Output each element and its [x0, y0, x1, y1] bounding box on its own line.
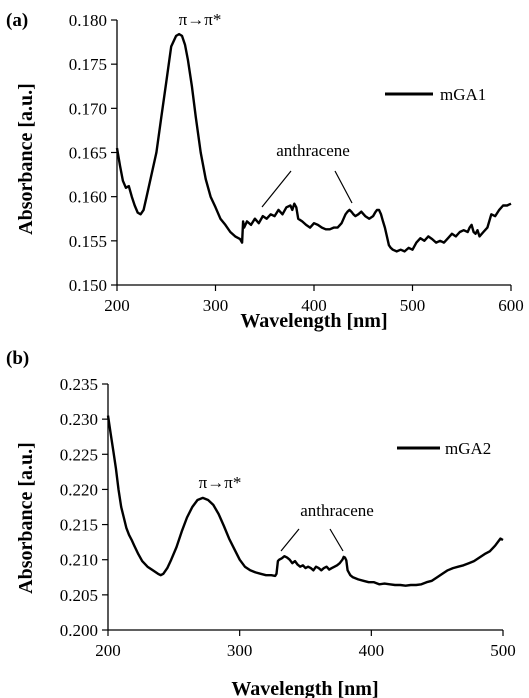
panel-b-y-axis-title: Absorbance [a.u.] [15, 442, 37, 594]
panel-b-peak-annotation: π→π* [199, 473, 242, 492]
panel-a-y-axis-title: Absorbance [a.u.] [15, 83, 37, 235]
panel-a-y-tick-label: 0.170 [69, 99, 107, 118]
panel-a-x-axis: 200 300 400 500 600 [104, 284, 524, 315]
panel-a-y-axis: 0.150 0.155 0.160 0.165 0.170 0.175 0.180 [69, 11, 118, 295]
panel-a-label: (a) [6, 10, 28, 31]
panel-a-x-tick-label: 600 [498, 296, 524, 315]
panel-a-anthracene-arrow-1 [261, 170, 292, 208]
panel-b-y-tick-label: 0.225 [60, 445, 98, 464]
panel-b-y-tick-label: 0.220 [60, 480, 98, 499]
panel-a-y-tick-label: 0.155 [69, 232, 107, 251]
panel-a-y-tick-label: 0.180 [69, 11, 107, 30]
panel-b-y-tick-label: 0.210 [60, 551, 98, 570]
panel-b-y-tick-label: 0.235 [60, 375, 98, 394]
panel-a: (a) 0.1500.1550.1600.1650.1700.1750.180 … [6, 10, 524, 332]
panel-b-y-tick-label: 0.230 [60, 410, 98, 429]
panel-b-x-axis-title: Wavelength [nm] [231, 678, 378, 698]
panel-b-anthracene-annotation: anthracene [300, 501, 374, 520]
panel-b-x-axis: 200 300 400 500 [95, 629, 516, 660]
panel-b-anthracene-arrow-1 [280, 528, 300, 552]
panel-a-y-tick-label: 0.165 [69, 144, 107, 163]
panel-a-series-line [115, 32, 512, 253]
panel-b-x-tick-label: 200 [95, 641, 121, 660]
panel-a-peak-annotation: π→π* [179, 10, 222, 29]
panel-a-anthracene-arrow-2 [334, 170, 353, 204]
panel-b-series-line [106, 415, 504, 587]
panel-b-x-tick-label: 300 [227, 641, 253, 660]
panel-b-x-tick-label: 400 [359, 641, 385, 660]
panel-b-legend-label: mGA2 [445, 439, 491, 458]
panel-a-x-tick-label: 400 [301, 296, 327, 315]
panel-a-x-axis-title: Wavelength [nm] [240, 310, 387, 332]
panel-a-y-tick-label: 0.150 [69, 276, 107, 295]
panel-a-legend-label: mGA1 [440, 85, 486, 104]
panel-b-x-tick-label: 500 [490, 641, 516, 660]
panel-a-anthracene-annotation: anthracene [276, 141, 350, 160]
panel-b-label: (b) [6, 348, 29, 369]
panel-b-y-tick-label: 0.200 [60, 621, 98, 640]
panel-a-x-tick-label: 200 [104, 296, 130, 315]
panel-a-x-tick-label: 300 [203, 296, 229, 315]
panel-b-y-axis: 0.200 0.205 0.210 0.215 0.220 0.225 0.230 0.235 [60, 375, 109, 640]
panel-a-x-tick-label: 500 [400, 296, 426, 315]
panel-b-y-tick-label: 0.205 [60, 586, 98, 605]
panel-b: (b) 0.2000.2050.2100.2150.2200.2250.2300… [6, 348, 516, 698]
panel-a-y-tick-label: 0.160 [69, 188, 107, 207]
panel-b-anthracene-arrow-2 [329, 528, 344, 552]
panel-a-y-tick-label: 0.175 [69, 55, 107, 74]
panel-b-y-tick-label: 0.215 [60, 516, 98, 535]
